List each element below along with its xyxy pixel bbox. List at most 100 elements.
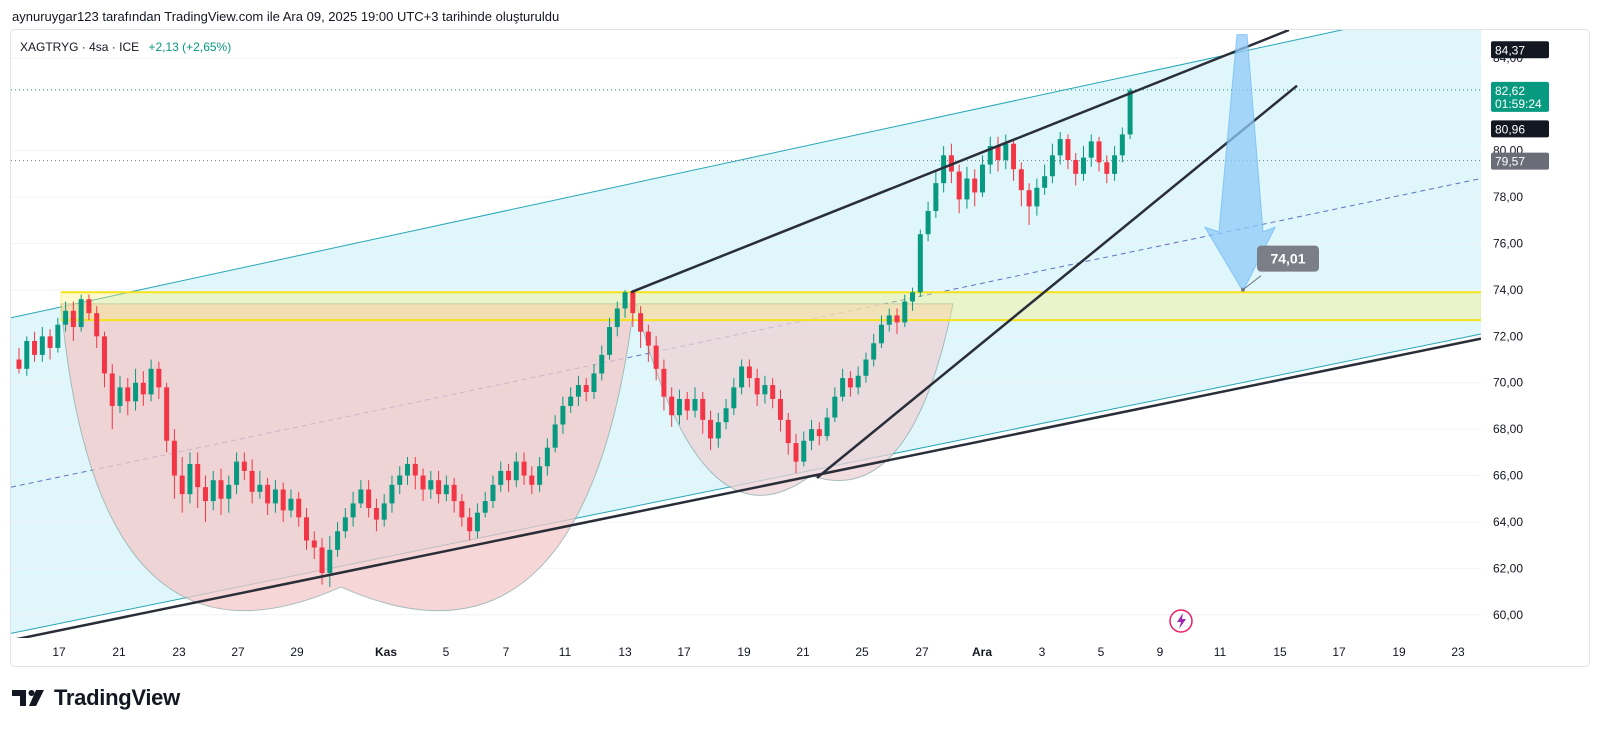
candle [16,347,22,374]
x-tick-label: 21 [796,645,810,659]
candle [902,294,908,328]
candle-body [746,366,752,379]
candle [389,475,395,513]
replay-icon-ring [1169,609,1193,633]
candle [544,438,550,476]
candle [109,364,115,430]
candle [560,396,566,434]
candle-body [1011,143,1017,170]
candle [265,477,271,516]
candle [1073,152,1079,186]
time-axis: 17 21 23 27 29 Kas 5 7 11 13 17 19 21 25 27 Ara 3 5 9 11 15 1… [11,638,1481,666]
candle [793,433,799,474]
price-axis: 60,00 62,00 64,00 66,00 68,00 70,00 72,00 74,00… [1481,30,1589,666]
candle-body [793,443,799,462]
y-tick-label: 78,00 [1493,190,1523,204]
candle [638,306,644,348]
candle-body [537,466,543,485]
candle-body [412,463,418,476]
candle [777,389,783,432]
candle [607,317,613,360]
candle-body [754,378,760,395]
candle [443,475,449,502]
candle-body [335,531,341,550]
chart-panel[interactable]: 74,01 60,00 62,00 64,00 66,00 68,00 70,00 72,0… [10,29,1590,667]
candle [55,317,61,353]
candle [583,378,589,402]
candle [1104,155,1110,184]
candle-body [972,178,978,193]
candle-body [78,299,84,328]
candle-body [179,475,185,495]
candle-body [459,501,465,518]
candle [381,494,387,527]
cup-pattern [60,303,635,612]
candle-body [1034,187,1040,207]
price-chart[interactable]: 74,01 60,00 62,00 64,00 66,00 68,00 70,00 72,0… [11,30,1589,666]
candle [692,387,698,418]
candle [513,452,519,488]
candle-body [467,517,473,532]
price-label-box [1491,152,1549,170]
candle-body [902,301,908,323]
x-tick-label: 17 [677,645,691,659]
target-label-box [1257,245,1319,272]
candle-body [544,447,550,467]
candle [801,431,807,467]
symbol-legend[interactable]: XAGTRYG · 4sa · ICE +2,13 (+2,65%) [20,40,231,54]
candle-body [630,292,636,314]
target-label: 74,01 [1241,245,1319,292]
candle [941,146,947,193]
candle [1057,132,1063,165]
target-leader [1242,275,1262,291]
candle [832,387,838,423]
candle-body [1088,141,1094,158]
candle [70,301,76,341]
y-tick-label: 66,00 [1493,469,1523,483]
symbol-name[interactable]: XAGTRYG · 4sa · ICE [20,40,140,54]
candle [762,375,768,404]
candle [1026,183,1032,225]
candle-body [645,331,651,346]
candle [249,459,255,504]
candle [32,331,38,362]
candle-body [956,171,962,200]
candle [956,164,962,214]
candle-body [777,398,783,420]
target-label-text: 74,01 [1270,251,1305,267]
candle-body [474,512,480,532]
candle-body [86,299,92,314]
candle [1127,88,1133,140]
candle [855,366,861,395]
candle-body [94,313,100,337]
candle [723,398,729,430]
candle [754,368,760,406]
candle [117,375,123,413]
candle [412,456,418,490]
candle [234,452,240,495]
candle [202,475,208,522]
candle-body [1127,90,1133,135]
candle-body [171,440,177,476]
candle-body [55,324,61,348]
candle [1088,134,1094,167]
candle [405,456,410,485]
candle-body [855,375,861,388]
candle-body [700,398,706,420]
x-tick-label: 15 [1273,645,1287,659]
candle [1080,146,1086,181]
channel-midline [11,155,1589,488]
candle [436,470,442,504]
candle [700,392,706,434]
candle [156,361,162,399]
brand-name: TradingView [54,685,180,710]
tradingview-brand[interactable]: TradingView [12,685,180,711]
candle-body [979,164,985,193]
candle [1011,139,1017,181]
price-label-box [1491,120,1549,138]
x-tick-label: 17 [52,645,66,659]
candle [630,289,636,328]
x-tick-label: Kas [375,645,397,659]
candle-body [140,382,146,395]
